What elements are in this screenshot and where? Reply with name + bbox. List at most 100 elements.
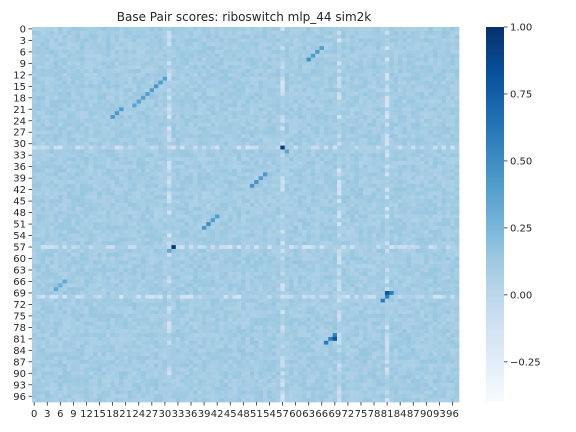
heatmap-cell: [384, 160, 390, 166]
heatmap-cell: [341, 137, 347, 143]
heatmap-cell: [415, 46, 421, 51]
heatmap-cell: [411, 72, 416, 78]
heatmap-cell: [454, 111, 460, 116]
heatmap-cell: [389, 218, 394, 223]
heatmap-cell: [432, 27, 438, 32]
heatmap-cell: [97, 164, 103, 169]
heatmap-cell: [88, 34, 94, 39]
heatmap-cell: [241, 141, 246, 146]
heatmap-cell: [66, 130, 72, 135]
heatmap-cell: [398, 199, 403, 204]
heatmap-cell: [380, 160, 386, 166]
heatmap-cell: [445, 118, 451, 124]
heatmap-cell: [219, 42, 225, 47]
heatmap-cell: [328, 27, 333, 32]
heatmap-cell: [315, 172, 320, 177]
heatmap-cell: [332, 210, 338, 215]
heatmap-cell: [445, 38, 451, 43]
heatmap-cell: [101, 34, 107, 39]
heatmap-cell: [249, 145, 255, 150]
heatmap-cell: [262, 92, 268, 97]
heatmap-cell: [58, 176, 63, 181]
heatmap-cell: [154, 172, 159, 177]
heatmap-cell: [66, 95, 72, 101]
heatmap-cell: [249, 46, 255, 51]
heatmap-cell: [201, 42, 207, 47]
heatmap-cell: [180, 157, 185, 162]
heatmap-cell: [66, 69, 72, 74]
heatmap-cell: [406, 157, 412, 162]
heatmap-cell: [32, 199, 37, 204]
heatmap-cell: [223, 203, 229, 208]
heatmap-cell: [258, 69, 264, 74]
heatmap-cell: [393, 42, 399, 47]
heatmap-cell: [319, 203, 325, 208]
heatmap-cell: [276, 164, 281, 169]
heatmap-cell: [245, 195, 251, 200]
heatmap-cell: [376, 30, 381, 36]
heatmap-cell: [437, 46, 442, 51]
heatmap-cell: [53, 160, 59, 166]
heatmap-cell: [262, 195, 268, 200]
heatmap-cell: [419, 111, 425, 116]
heatmap-cell: [262, 191, 268, 196]
heatmap-cell: [424, 206, 429, 212]
heatmap-cell: [97, 218, 103, 223]
heatmap-cell: [58, 80, 63, 85]
heatmap-cell: [398, 111, 403, 116]
heatmap-cell: [258, 214, 264, 219]
heatmap-cell: [323, 210, 329, 215]
heatmap-cell: [441, 214, 447, 219]
heatmap-cell: [380, 92, 386, 97]
heatmap-cell: [297, 115, 303, 120]
heatmap-cell: [432, 218, 438, 223]
heatmap-cell: [297, 84, 303, 89]
heatmap-cell: [84, 183, 89, 189]
heatmap-cell: [398, 183, 403, 189]
heatmap-cell: [276, 27, 281, 32]
heatmap-cell: [289, 53, 294, 58]
heatmap-cell: [175, 187, 181, 192]
heatmap-cell: [389, 65, 394, 70]
heatmap-cell: [358, 34, 364, 39]
heatmap-cell: [84, 145, 89, 150]
heatmap-cell: [276, 30, 281, 36]
heatmap-cell: [384, 46, 390, 51]
heatmap-cell: [367, 53, 373, 58]
heatmap-cell: [445, 141, 451, 146]
heatmap-cell: [210, 199, 216, 204]
heatmap-cell: [79, 72, 85, 78]
heatmap-cell: [424, 164, 429, 169]
heatmap-cell: [337, 210, 342, 215]
heatmap-cell: [232, 42, 238, 47]
heatmap-cell: [66, 187, 72, 192]
heatmap-cell: [315, 126, 320, 131]
heatmap-cell: [415, 191, 421, 196]
heatmap-cell: [188, 84, 194, 89]
heatmap-cell: [101, 187, 107, 192]
heatmap-cell: [258, 122, 264, 127]
heatmap-cell: [293, 210, 299, 215]
heatmap-cell: [341, 76, 347, 81]
heatmap-cell: [241, 126, 246, 131]
heatmap-cell: [289, 42, 294, 47]
heatmap-cell: [32, 180, 37, 185]
heatmap-cell: [136, 187, 142, 192]
heatmap-cell: [354, 27, 360, 32]
heatmap-cell: [206, 122, 211, 127]
heatmap-cell: [284, 80, 290, 85]
heatmap-cell: [328, 99, 333, 104]
heatmap-cell: [101, 191, 107, 196]
heatmap-cell: [415, 88, 421, 93]
heatmap-cell: [302, 164, 307, 169]
heatmap-cell: [245, 99, 251, 104]
heatmap-cell: [258, 103, 264, 108]
heatmap-cell: [297, 126, 303, 131]
heatmap-cell: [358, 180, 364, 185]
heatmap-cell: [219, 203, 225, 208]
heatmap-cell: [201, 115, 207, 120]
heatmap-cell: [262, 107, 268, 112]
heatmap-cell: [167, 57, 172, 62]
heatmap-cell: [432, 134, 438, 139]
heatmap-cell: [328, 203, 333, 208]
